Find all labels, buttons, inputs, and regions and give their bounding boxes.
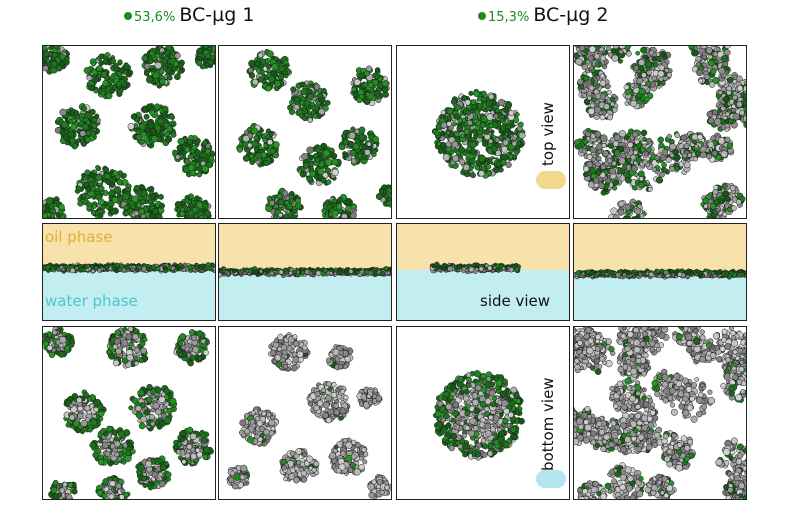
water-phase-label: water phase [45,292,138,310]
molecule-render [397,224,569,320]
panel-bottom-1 [42,326,216,500]
molecule-render [43,46,215,218]
bottom-view-label: bottom view [539,377,557,471]
molecule-render [219,224,391,320]
molecule-render [431,88,526,179]
panel-top-2 [218,45,392,219]
panel-top-1 [42,45,216,219]
panel-side-2 [218,223,392,321]
header-bcmug1: 53,6% BC-µg 1 [124,4,254,26]
header-label: BC-µg 1 [179,4,255,26]
panel-side-1: oil phase water phase [42,223,216,321]
green-dot-icon [124,12,132,20]
oil-phase-label: oil phase [45,228,113,246]
molecule-render [226,332,391,499]
header-percent: 15,3% [488,10,530,25]
panel-side-4 [573,223,747,321]
molecule-render [43,327,214,499]
panel-top-4 [573,45,747,219]
panel-bottom-3: bottom view [396,326,570,500]
header-label: BC-µg 2 [533,4,609,26]
side-view-label: side view [480,292,551,310]
molecule-render [432,370,525,461]
panel-bottom-4 [573,326,747,500]
molecule-render [574,327,746,499]
molecule-render [574,224,746,320]
panel-bottom-2 [218,326,392,500]
header-percent: 53,6% [134,10,176,25]
header-bcmug2: 15,3% BC-µg 2 [478,4,608,26]
molecule-render [574,46,746,218]
panel-top-3: top view [396,45,570,219]
oil-color-swatch [536,171,566,189]
panel-side-3: side view [396,223,570,321]
top-view-label: top view [539,102,557,166]
molecule-render [236,49,391,218]
water-color-swatch [536,470,566,488]
green-dot-icon [478,12,486,20]
molecule-render [43,224,215,320]
